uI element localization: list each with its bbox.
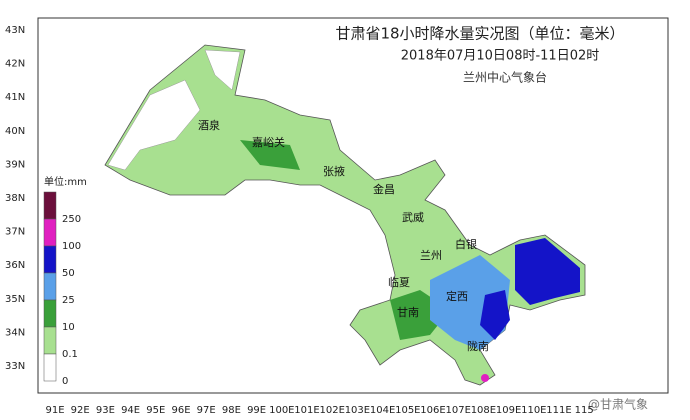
lat-label: 41N	[5, 92, 25, 103]
lon-label: 115	[575, 405, 594, 416]
issuer: 兰州中心气象台	[463, 70, 547, 85]
dry-area	[107, 79, 201, 171]
map-frame	[37, 17, 669, 394]
lon-label: 94E	[121, 405, 140, 416]
city-label: 金昌	[373, 182, 395, 196]
legend-label: 100	[62, 241, 81, 252]
city-label: 甘南	[397, 306, 419, 319]
lat-label: 38N	[5, 193, 25, 204]
legend-swatch	[43, 245, 57, 274]
legend-label: 0.1	[62, 349, 78, 360]
map-subtitle: 2018年07月10日08时-11日02时	[401, 49, 600, 64]
lon-label: 107E	[445, 405, 470, 416]
lat-label: 36N	[5, 260, 25, 271]
lat-label: 43N	[5, 25, 25, 36]
rain-50-area	[480, 290, 510, 340]
lon-label: 96E	[171, 405, 190, 416]
lon-label: 111E	[546, 405, 571, 416]
lon-label: 91E	[45, 405, 64, 416]
lon-label: 97E	[197, 405, 216, 416]
lat-label: 34N	[5, 327, 25, 338]
legend-swatch	[43, 218, 57, 247]
lat-label: 42N	[5, 59, 25, 70]
city-label: 嘉峪关	[252, 135, 285, 149]
legend-unit: 单位:mm	[44, 175, 87, 188]
city-label: 张掖	[323, 164, 345, 178]
lon-label: 100E	[269, 405, 294, 416]
legend-swatch	[43, 326, 57, 355]
city-label: 酒泉	[198, 118, 220, 132]
legend-label: 250	[62, 214, 81, 225]
lon-label: 105E	[395, 405, 420, 416]
rain-10-area	[240, 140, 300, 170]
city-label: 兰州	[420, 249, 442, 262]
dry-area	[204, 49, 241, 91]
lat-label: 37N	[5, 227, 25, 238]
city-label: 定西	[446, 289, 468, 303]
lon-label: 104E	[370, 405, 395, 416]
legend-label: 10	[62, 322, 75, 333]
city-label: 陇南	[467, 339, 489, 353]
city-label: 白银	[455, 237, 477, 251]
legend-label: 25	[62, 295, 75, 306]
lon-label: 92E	[71, 405, 90, 416]
lon-label: 102E	[319, 405, 344, 416]
lat-label: 35N	[5, 294, 25, 305]
rain-100-spot	[481, 374, 489, 382]
legend-swatch	[43, 191, 57, 220]
lon-label: 99E	[247, 405, 266, 416]
lon-label: 101E	[294, 405, 319, 416]
legend-label: 0	[62, 376, 68, 387]
lat-label: 39N	[5, 159, 25, 170]
legend-label: 50	[62, 268, 75, 279]
legend-swatch	[43, 272, 57, 301]
lon-label: 98E	[222, 405, 241, 416]
lon-label: 108E	[471, 405, 496, 416]
lon-label: 103E	[345, 405, 370, 416]
map-title: 甘肃省18小时降水量实况图（单位：毫米）	[335, 25, 624, 43]
lat-label: 33N	[5, 361, 25, 372]
legend-swatch	[43, 299, 57, 328]
lon-label: 93E	[96, 405, 115, 416]
lon-label: 110E	[521, 405, 546, 416]
city-label: 武威	[402, 211, 424, 224]
lat-label: 40N	[5, 126, 25, 137]
legend-swatch	[43, 353, 57, 382]
city-label: 临夏	[388, 275, 410, 289]
lon-label: 95E	[146, 405, 165, 416]
watermark: @甘肃气象	[588, 397, 648, 412]
lon-label: 109E	[496, 405, 521, 416]
rain-50-area	[515, 238, 580, 305]
lon-label: 106E	[420, 405, 445, 416]
